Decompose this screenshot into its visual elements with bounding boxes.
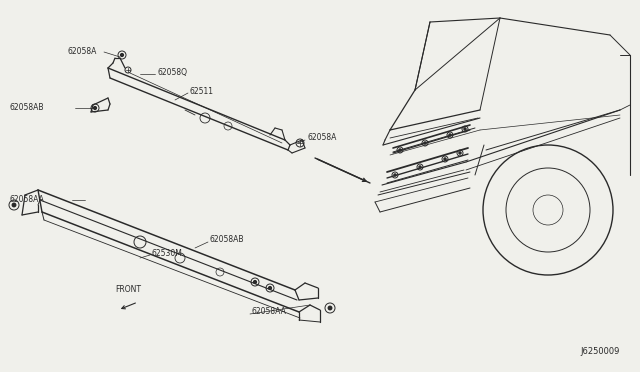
Circle shape [459, 152, 461, 154]
Text: 62058A: 62058A [68, 48, 97, 57]
Text: J6250009: J6250009 [580, 347, 620, 356]
Text: 62058AA: 62058AA [10, 196, 45, 205]
Text: 62058A: 62058A [308, 134, 337, 142]
Circle shape [394, 174, 396, 176]
Text: FRONT: FRONT [115, 285, 141, 295]
Circle shape [464, 128, 466, 130]
Circle shape [253, 280, 257, 283]
Text: 62058AB: 62058AB [210, 235, 244, 244]
Circle shape [419, 166, 421, 168]
Text: 62058AA: 62058AA [252, 308, 287, 317]
Circle shape [444, 158, 446, 160]
Circle shape [120, 54, 124, 57]
Circle shape [328, 306, 332, 310]
Circle shape [424, 142, 426, 144]
Text: 62058Q: 62058Q [158, 68, 188, 77]
Circle shape [93, 107, 97, 109]
Text: 62511: 62511 [190, 87, 214, 96]
Text: 62058AB: 62058AB [10, 103, 45, 112]
Circle shape [449, 134, 451, 136]
Circle shape [399, 149, 401, 151]
Text: 62530M: 62530M [152, 248, 183, 257]
Circle shape [12, 203, 16, 207]
Circle shape [269, 286, 271, 289]
